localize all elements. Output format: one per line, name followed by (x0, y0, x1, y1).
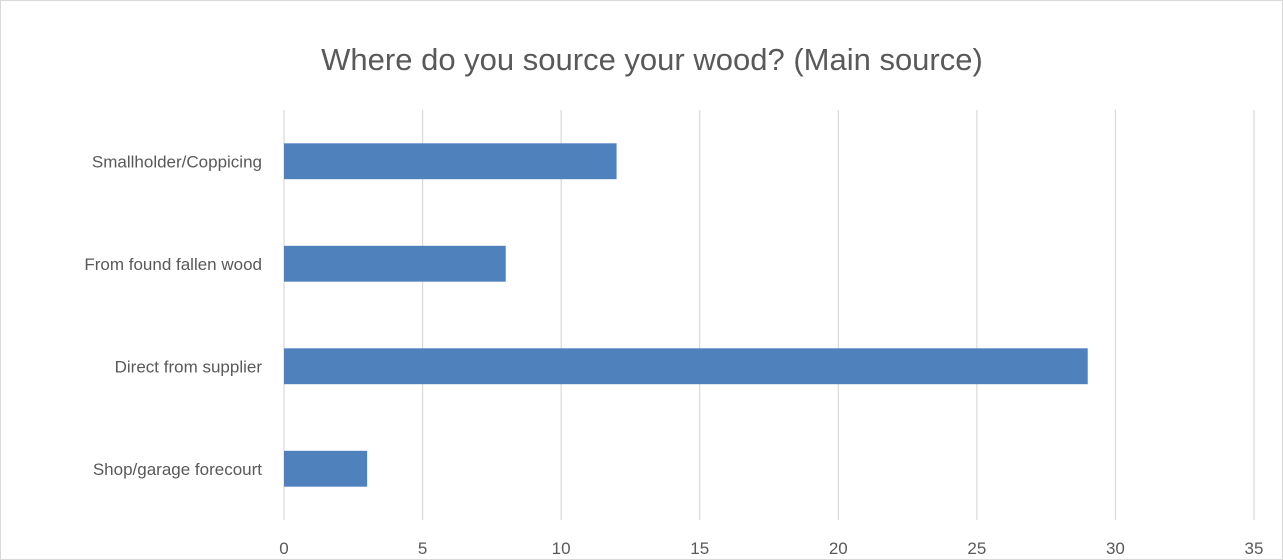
category-labels: Smallholder/Coppicing From found fallen w… (84, 152, 262, 479)
x-tick-label: 35 (1245, 539, 1264, 558)
bar (284, 143, 617, 180)
bar (284, 245, 506, 282)
bar (284, 348, 1088, 385)
x-tick-label: 0 (279, 539, 288, 558)
category-label: Smallholder/Coppicing (92, 152, 262, 171)
bar (284, 450, 368, 487)
x-tick-label: 10 (552, 539, 571, 558)
bars (284, 143, 1088, 487)
x-tick-label: 15 (690, 539, 709, 558)
category-label: From found fallen wood (84, 255, 262, 274)
x-tick-label: 25 (967, 539, 986, 558)
x-tick-label: 30 (1106, 539, 1125, 558)
x-tick-label: 20 (829, 539, 848, 558)
chart-title: Where do you source your wood? (Main sou… (321, 42, 983, 77)
category-label: Direct from supplier (115, 357, 263, 376)
x-tick-label: 5 (418, 539, 427, 558)
category-label: Shop/garage forecourt (93, 460, 262, 479)
x-tick-labels: 0 5 10 15 20 25 30 35 (279, 539, 1263, 558)
